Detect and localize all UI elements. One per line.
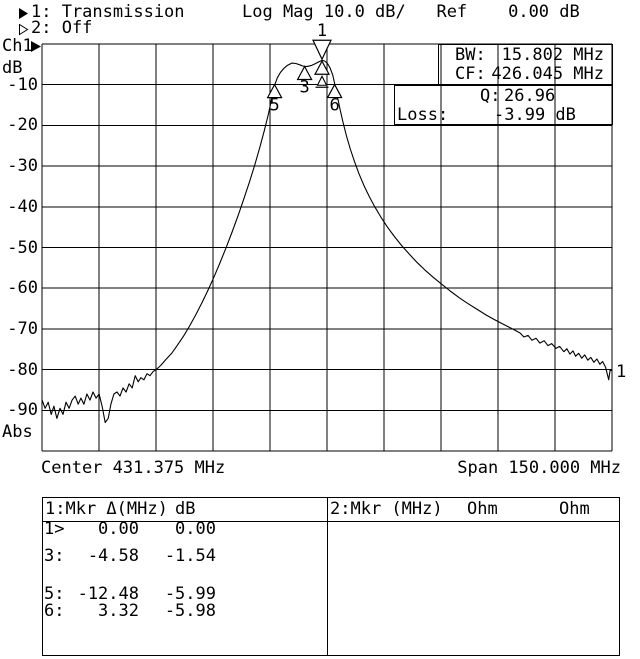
marker-6-label: 6 (329, 96, 339, 116)
trace2-label: 2: Off (31, 18, 93, 38)
marker-row-delta-db: -5.99 (164, 584, 216, 604)
y-tick-label: -50 (7, 238, 38, 258)
format-scale-ref-label: Log Mag 10.0 dB/ Ref 0.00 dB (242, 2, 580, 22)
cf-label: CF: (455, 64, 486, 84)
cf-value: 426.045 MHz (491, 64, 604, 84)
marker-5-label: 5 (269, 96, 279, 116)
marker-row-delta-freq: -4.58 (87, 546, 139, 566)
marker-row-id: 6: (44, 601, 65, 621)
marker-table1-db-header: dB (175, 499, 196, 519)
y-tick-label: -80 (7, 360, 38, 380)
marker-table2-ohm2-header: Ohm (559, 499, 590, 519)
marker-1-up-triangle (313, 59, 331, 75)
marker-table1-title: 1:Mkr Δ(MHz) (45, 499, 168, 519)
loss-value: -3.99 dB (494, 105, 576, 125)
marker-row-delta-db: 0.00 (175, 519, 216, 539)
span-label: Span 150.000 MHz (457, 458, 621, 478)
y-tick-label: -20 (7, 115, 38, 135)
trace-line (41, 59, 613, 424)
marker-row-delta-db: -5.98 (164, 601, 216, 621)
marker-table2-title: 2:Mkr (MHz) (330, 499, 443, 519)
y-axis-unit: dB (2, 58, 23, 78)
marker-row-delta-freq: -12.48 (77, 584, 139, 604)
marker-row-delta-freq: 0.00 (98, 519, 139, 539)
marker-1-down-triangle (312, 39, 332, 61)
y-tick-label: -40 (7, 197, 38, 217)
q-loss-box (394, 85, 613, 125)
marker-6-up-triangle (326, 83, 343, 99)
marker-3-up-triangle (296, 65, 313, 81)
trace1-active-icon (19, 8, 29, 20)
marker-table-header-underline (43, 521, 619, 522)
marker-table-divider (327, 498, 328, 655)
channel-arrow-icon (31, 41, 42, 53)
marker-row-id: 5: (44, 584, 65, 604)
marker-table-container (42, 497, 620, 656)
bw-label: BW: (455, 45, 486, 65)
y-tick-label: -60 (7, 278, 38, 298)
y-tick-label: -30 (7, 156, 38, 176)
marker-row-delta-db: -1.54 (164, 546, 216, 566)
trace-end-label: 1 (616, 362, 626, 382)
marker-row-delta-freq: 3.32 (98, 601, 139, 621)
marker-row-id: 1> (44, 519, 65, 539)
trace1-label: 1: Transmission (31, 2, 185, 22)
marker-3-label: 3 (299, 78, 309, 98)
y-tick-label: -10 (7, 75, 38, 95)
bw-value: 15.802 MHz (501, 45, 604, 65)
y-tick-label: -90 (7, 400, 38, 420)
marker-row-id: 3: (44, 546, 65, 566)
marker-1-label: 1 (317, 21, 327, 41)
loss-label: Loss: (397, 105, 449, 125)
q-value: 26.96 (504, 86, 556, 106)
center-frequency-label: Center 431.375 MHz (41, 458, 226, 478)
marker-5-up-triangle (266, 83, 283, 99)
channel-label: Ch1 (2, 36, 33, 56)
delta-reference-icon (316, 75, 328, 86)
marker-table2-ohm1-header: Ohm (467, 499, 498, 519)
q-label: Q: (480, 86, 501, 106)
y-axis-abs-label: Abs (2, 422, 33, 442)
y-tick-label: -70 (7, 319, 38, 339)
trace2-inactive-icon (19, 24, 29, 36)
